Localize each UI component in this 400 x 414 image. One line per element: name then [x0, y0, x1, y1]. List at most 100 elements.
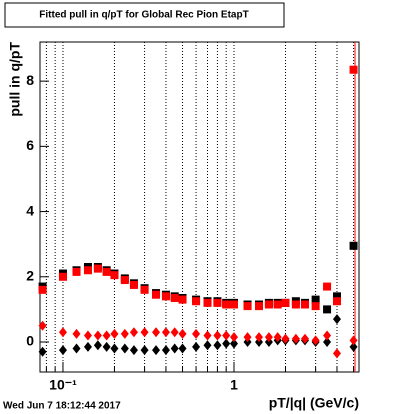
marker	[140, 285, 149, 294]
title-box	[4, 2, 285, 28]
marker	[323, 305, 332, 314]
marker	[222, 300, 231, 309]
marker	[152, 290, 161, 299]
marker	[120, 276, 129, 285]
marker	[311, 302, 320, 311]
marker	[170, 327, 179, 338]
marker	[281, 333, 290, 344]
marker	[349, 341, 358, 352]
marker	[230, 300, 239, 309]
marker	[291, 300, 300, 309]
marker	[161, 345, 170, 356]
marker	[72, 267, 81, 276]
marker	[323, 282, 332, 291]
marker	[323, 330, 332, 341]
marker	[170, 293, 179, 302]
marker	[243, 302, 252, 311]
marker	[273, 332, 282, 343]
marker	[93, 264, 102, 273]
marker	[83, 266, 92, 275]
marker	[255, 332, 264, 343]
marker	[300, 333, 309, 344]
marker	[273, 300, 282, 309]
marker	[129, 280, 138, 289]
marker	[102, 341, 111, 352]
marker	[129, 345, 138, 356]
marker	[178, 295, 187, 304]
timestamp: Wed Jun 7 18:12:44 2017	[3, 401, 121, 412]
marker	[230, 338, 239, 349]
marker	[102, 267, 111, 276]
y-tick-label: 0	[26, 333, 34, 349]
marker	[291, 333, 300, 344]
marker	[170, 343, 179, 354]
marker	[213, 330, 222, 341]
marker	[38, 320, 47, 331]
marker	[152, 327, 161, 338]
marker	[102, 330, 111, 341]
marker	[213, 298, 222, 307]
y-axis-title: pull in q/pT	[7, 42, 23, 117]
marker	[93, 340, 102, 351]
marker	[110, 271, 119, 280]
marker	[110, 343, 119, 354]
x-axis-title: pT/|q| (GeV/c)	[269, 395, 359, 411]
marker	[178, 328, 187, 339]
marker	[120, 343, 129, 354]
marker	[349, 241, 358, 250]
marker	[230, 332, 239, 343]
y-tick-label: 6	[26, 137, 34, 153]
marker	[129, 327, 138, 338]
marker	[349, 65, 358, 74]
marker	[311, 335, 320, 346]
y-tick-label: 2	[26, 267, 34, 283]
marker	[349, 335, 358, 346]
marker	[192, 297, 201, 306]
y-tick-label: 8	[26, 72, 34, 88]
marker	[161, 292, 170, 301]
marker	[83, 341, 92, 352]
marker	[213, 340, 222, 351]
marker	[83, 330, 92, 341]
marker	[203, 340, 212, 351]
marker	[264, 300, 273, 309]
marker	[323, 337, 332, 347]
marker	[192, 328, 201, 339]
marker	[140, 345, 149, 356]
marker	[58, 327, 67, 338]
marker	[243, 332, 252, 343]
marker	[332, 314, 341, 325]
marker	[192, 341, 201, 352]
marker	[255, 302, 264, 311]
frame	[39, 41, 360, 373]
marker	[152, 345, 161, 356]
marker	[38, 346, 47, 357]
marker	[120, 328, 129, 339]
marker	[72, 343, 81, 354]
marker	[332, 297, 341, 306]
x-tick-label: 10⁻¹	[49, 377, 77, 393]
marker	[222, 330, 231, 341]
marker	[222, 338, 231, 349]
x-tick-label: 1	[230, 377, 238, 393]
marker	[161, 327, 170, 338]
marker	[332, 292, 341, 301]
chart-title: Fitted pull in q/pT for Global Rec Pion …	[39, 10, 248, 21]
marker	[264, 332, 273, 343]
marker	[58, 345, 67, 356]
marker	[300, 300, 309, 309]
marker	[93, 330, 102, 341]
marker	[311, 295, 320, 304]
y-tick-label: 4	[26, 202, 34, 218]
marker	[281, 298, 290, 307]
marker	[332, 348, 341, 359]
marker	[58, 272, 67, 281]
marker	[203, 298, 212, 307]
marker	[178, 343, 187, 354]
marker	[110, 328, 119, 339]
marker	[203, 330, 212, 341]
marker	[140, 327, 149, 338]
marker	[72, 328, 81, 339]
